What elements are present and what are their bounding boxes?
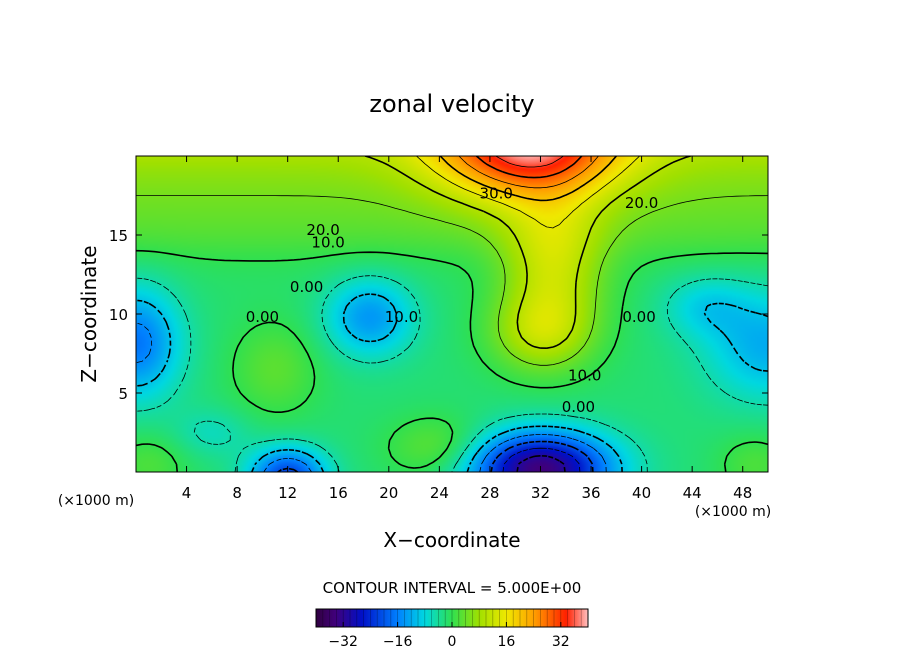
contour-line <box>136 275 768 472</box>
contour-label: 0.00 <box>562 398 595 416</box>
contour-line <box>277 440 594 472</box>
x-tick-label: 16 <box>329 484 348 502</box>
contour-label: 30.0 <box>480 185 513 203</box>
contour-line <box>458 156 599 189</box>
x-tick-label: 28 <box>480 484 499 502</box>
x-unit-left: (×1000 m) <box>58 493 134 509</box>
y-tick-label: 10 <box>109 306 128 324</box>
y-tick-label: 5 <box>118 385 128 403</box>
x-tick-label: 8 <box>232 484 242 502</box>
contour-lines <box>136 156 768 472</box>
colorbar-tick-label: −16 <box>383 634 413 650</box>
velocity-field <box>136 156 768 472</box>
contour-label: 20.0 <box>306 221 339 239</box>
colorbar: −32 −16 0 16 32 <box>315 608 589 650</box>
colorbar-ticks: −32 −16 0 16 32 <box>328 622 570 650</box>
contour-line <box>439 156 617 202</box>
contour-label: 10.0 <box>568 366 601 384</box>
contour-label: 20.0 <box>625 194 658 212</box>
contour-label: 0.00 <box>290 278 323 296</box>
contour-label: 0.00 <box>246 308 279 326</box>
x-tick-label: 48 <box>733 484 752 502</box>
x-tick-label: 44 <box>683 484 702 502</box>
contour-line <box>416 156 640 229</box>
x-tick-label: 40 <box>632 484 651 502</box>
contour-line <box>516 455 566 472</box>
colorbar-gradient <box>316 609 588 627</box>
contour-line <box>136 195 768 366</box>
x-tick-label: 12 <box>278 484 297 502</box>
contour-line <box>364 156 691 349</box>
contour-label: 0.00 <box>622 308 655 326</box>
contour-line <box>502 447 581 472</box>
colorbar-tick-label: 32 <box>552 634 570 650</box>
x-unit-right: (×1000 m) <box>695 504 771 520</box>
x-tick-label: 36 <box>581 484 600 502</box>
colorbar-tick-label: 16 <box>497 634 515 650</box>
y-axis-label: Z−coordinate <box>77 245 101 382</box>
y-axis: 5 10 15 <box>109 227 768 403</box>
x-tick-label: 4 <box>182 484 192 502</box>
contour-line <box>136 249 768 472</box>
colorbar-tick-label: −32 <box>328 634 358 650</box>
colorbar-tick-label: 0 <box>448 634 457 650</box>
contour-label: 10.0 <box>385 308 418 326</box>
x-tick-label: 24 <box>430 484 449 502</box>
contour-interval-note: CONTOUR INTERVAL = 5.000E+00 <box>323 579 582 597</box>
x-tick-label: 32 <box>531 484 550 502</box>
x-tick-label: 20 <box>379 484 398 502</box>
x-axis-label: X−coordinate <box>383 528 520 552</box>
y-tick-label: 15 <box>109 227 128 245</box>
contour-label: 10.0 <box>311 234 344 252</box>
contour-line <box>136 322 607 472</box>
chart-title: zonal velocity <box>369 90 534 118</box>
x-axis: 4 8 12 16 20 24 28 32 36 40 44 48 <box>182 156 752 502</box>
contour-line <box>136 293 768 472</box>
